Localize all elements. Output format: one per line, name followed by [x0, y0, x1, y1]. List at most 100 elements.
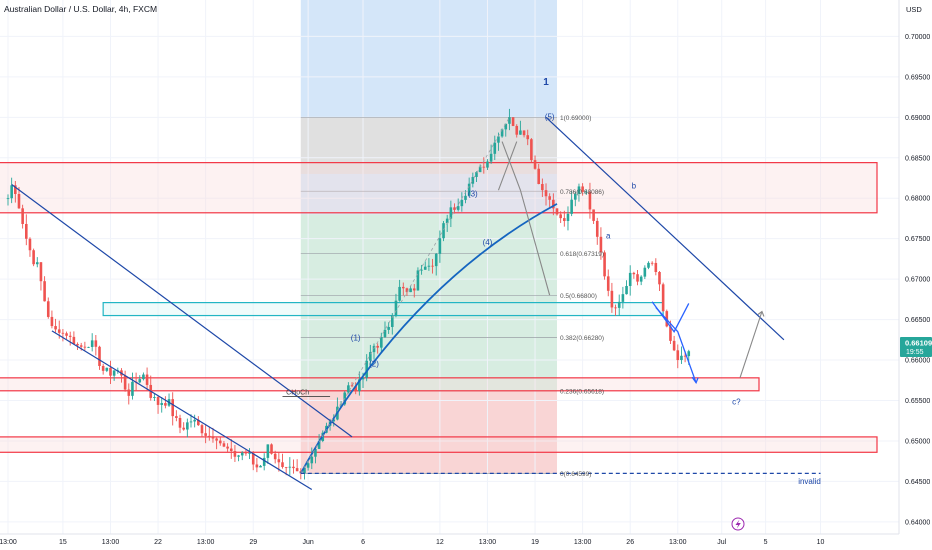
time-tick-label: Jun	[302, 539, 313, 546]
candle-body	[178, 417, 182, 428]
candle-body	[533, 160, 537, 169]
price-axis-panel[interactable]	[899, 0, 932, 534]
fib-label: 1(0.69000)	[560, 115, 591, 122]
candle-body	[566, 213, 570, 221]
candle-body	[46, 301, 50, 317]
grey-projection-up	[739, 311, 763, 379]
candle-body	[628, 272, 632, 286]
candle-body	[610, 290, 614, 308]
candle-body	[153, 397, 156, 398]
candle-body	[317, 440, 321, 449]
candle-body	[391, 315, 394, 327]
time-tick-label: 22	[154, 539, 162, 546]
candle-body	[244, 452, 248, 454]
candle-body	[127, 389, 131, 396]
candle-body	[358, 379, 361, 392]
candles-layer	[6, 108, 691, 480]
candle-body	[131, 381, 134, 396]
candle-body	[647, 262, 650, 268]
projection-path-c	[655, 307, 697, 383]
price-tick-label: 0.64500	[905, 479, 930, 486]
price-tick-label: 0.65500	[905, 398, 930, 405]
candle-body	[61, 332, 65, 334]
candle-body	[68, 335, 72, 337]
candle-body	[98, 346, 101, 366]
descending-trendline	[545, 116, 785, 341]
candle-body	[559, 214, 562, 219]
candle-body	[552, 199, 555, 209]
candle-body	[643, 267, 647, 277]
price-tick-label: 0.68000	[905, 196, 930, 203]
candle-body	[456, 206, 460, 210]
candle-body	[453, 207, 456, 210]
candle-body	[87, 346, 90, 348]
wave-label-c: c?	[732, 398, 741, 407]
candle-body	[654, 262, 658, 272]
candle-body	[189, 421, 193, 423]
candle-body	[160, 403, 164, 405]
drawings-under-layer	[0, 116, 878, 474]
candle-body	[50, 316, 54, 327]
candle-body	[314, 448, 317, 457]
invalid-label: invalid	[798, 477, 821, 486]
candle-body	[376, 345, 379, 348]
candle-body	[94, 340, 98, 347]
time-tick-label: 12	[436, 539, 444, 546]
time-tick-label: 15	[59, 539, 67, 546]
candle-body	[266, 444, 270, 458]
candle-body	[658, 271, 661, 285]
candle-body	[504, 123, 508, 130]
wave-label-w1: (1)	[351, 334, 361, 343]
candle-body	[54, 326, 57, 330]
candle-body	[218, 440, 222, 444]
candle-body	[617, 301, 621, 308]
candle-body	[577, 186, 581, 194]
candle-body	[193, 419, 196, 422]
grid-layer	[0, 0, 899, 534]
candle-body	[530, 139, 533, 161]
price-tick-label: 0.68500	[905, 155, 930, 162]
candle-body	[541, 184, 544, 191]
candle-body	[105, 367, 109, 371]
candle-body	[669, 326, 672, 341]
time-axis-panel[interactable]	[0, 534, 932, 550]
candle-body	[438, 238, 442, 254]
candle-body	[83, 346, 87, 348]
candle-body	[138, 379, 142, 383]
choch-label: CHoCh	[286, 389, 309, 396]
grey-projection-top-b	[497, 141, 518, 191]
candle-body	[142, 374, 145, 380]
candle-body	[28, 238, 32, 251]
support-zone-low	[0, 436, 878, 453]
lightning-icon[interactable]	[731, 517, 745, 531]
candle-body	[570, 199, 573, 214]
wave-label-w4: (4)	[483, 238, 493, 247]
candle-body	[416, 270, 420, 291]
chart-title: Australian Dollar / U.S. Dollar, 4h, FXC…	[4, 4, 157, 14]
candle-body	[369, 352, 372, 361]
candle-body	[486, 161, 489, 168]
candle-body	[39, 262, 43, 282]
wave-label-5: (5)	[545, 113, 555, 122]
wave-label-w2: (2)	[369, 360, 379, 369]
candle-body	[251, 453, 255, 465]
candle-body	[332, 419, 336, 422]
current-price-time: 19:55	[906, 349, 924, 356]
candle-body	[171, 399, 174, 417]
candle-body	[123, 375, 127, 390]
wave-label-1: 1	[543, 77, 549, 88]
candle-body	[500, 129, 504, 137]
candle-body	[449, 207, 453, 219]
candle-body	[497, 136, 500, 143]
candle-body	[182, 427, 185, 430]
time-tick-label: 5	[764, 539, 768, 546]
candle-body	[164, 403, 167, 406]
candle-body	[222, 443, 226, 447]
fib-label: 0.618(0.67319)	[560, 251, 604, 258]
candle-body	[109, 367, 112, 376]
candle-body	[295, 468, 299, 472]
candle-body	[387, 326, 390, 330]
candle-body	[401, 286, 405, 289]
current-price-value: 0.66109	[905, 339, 932, 348]
